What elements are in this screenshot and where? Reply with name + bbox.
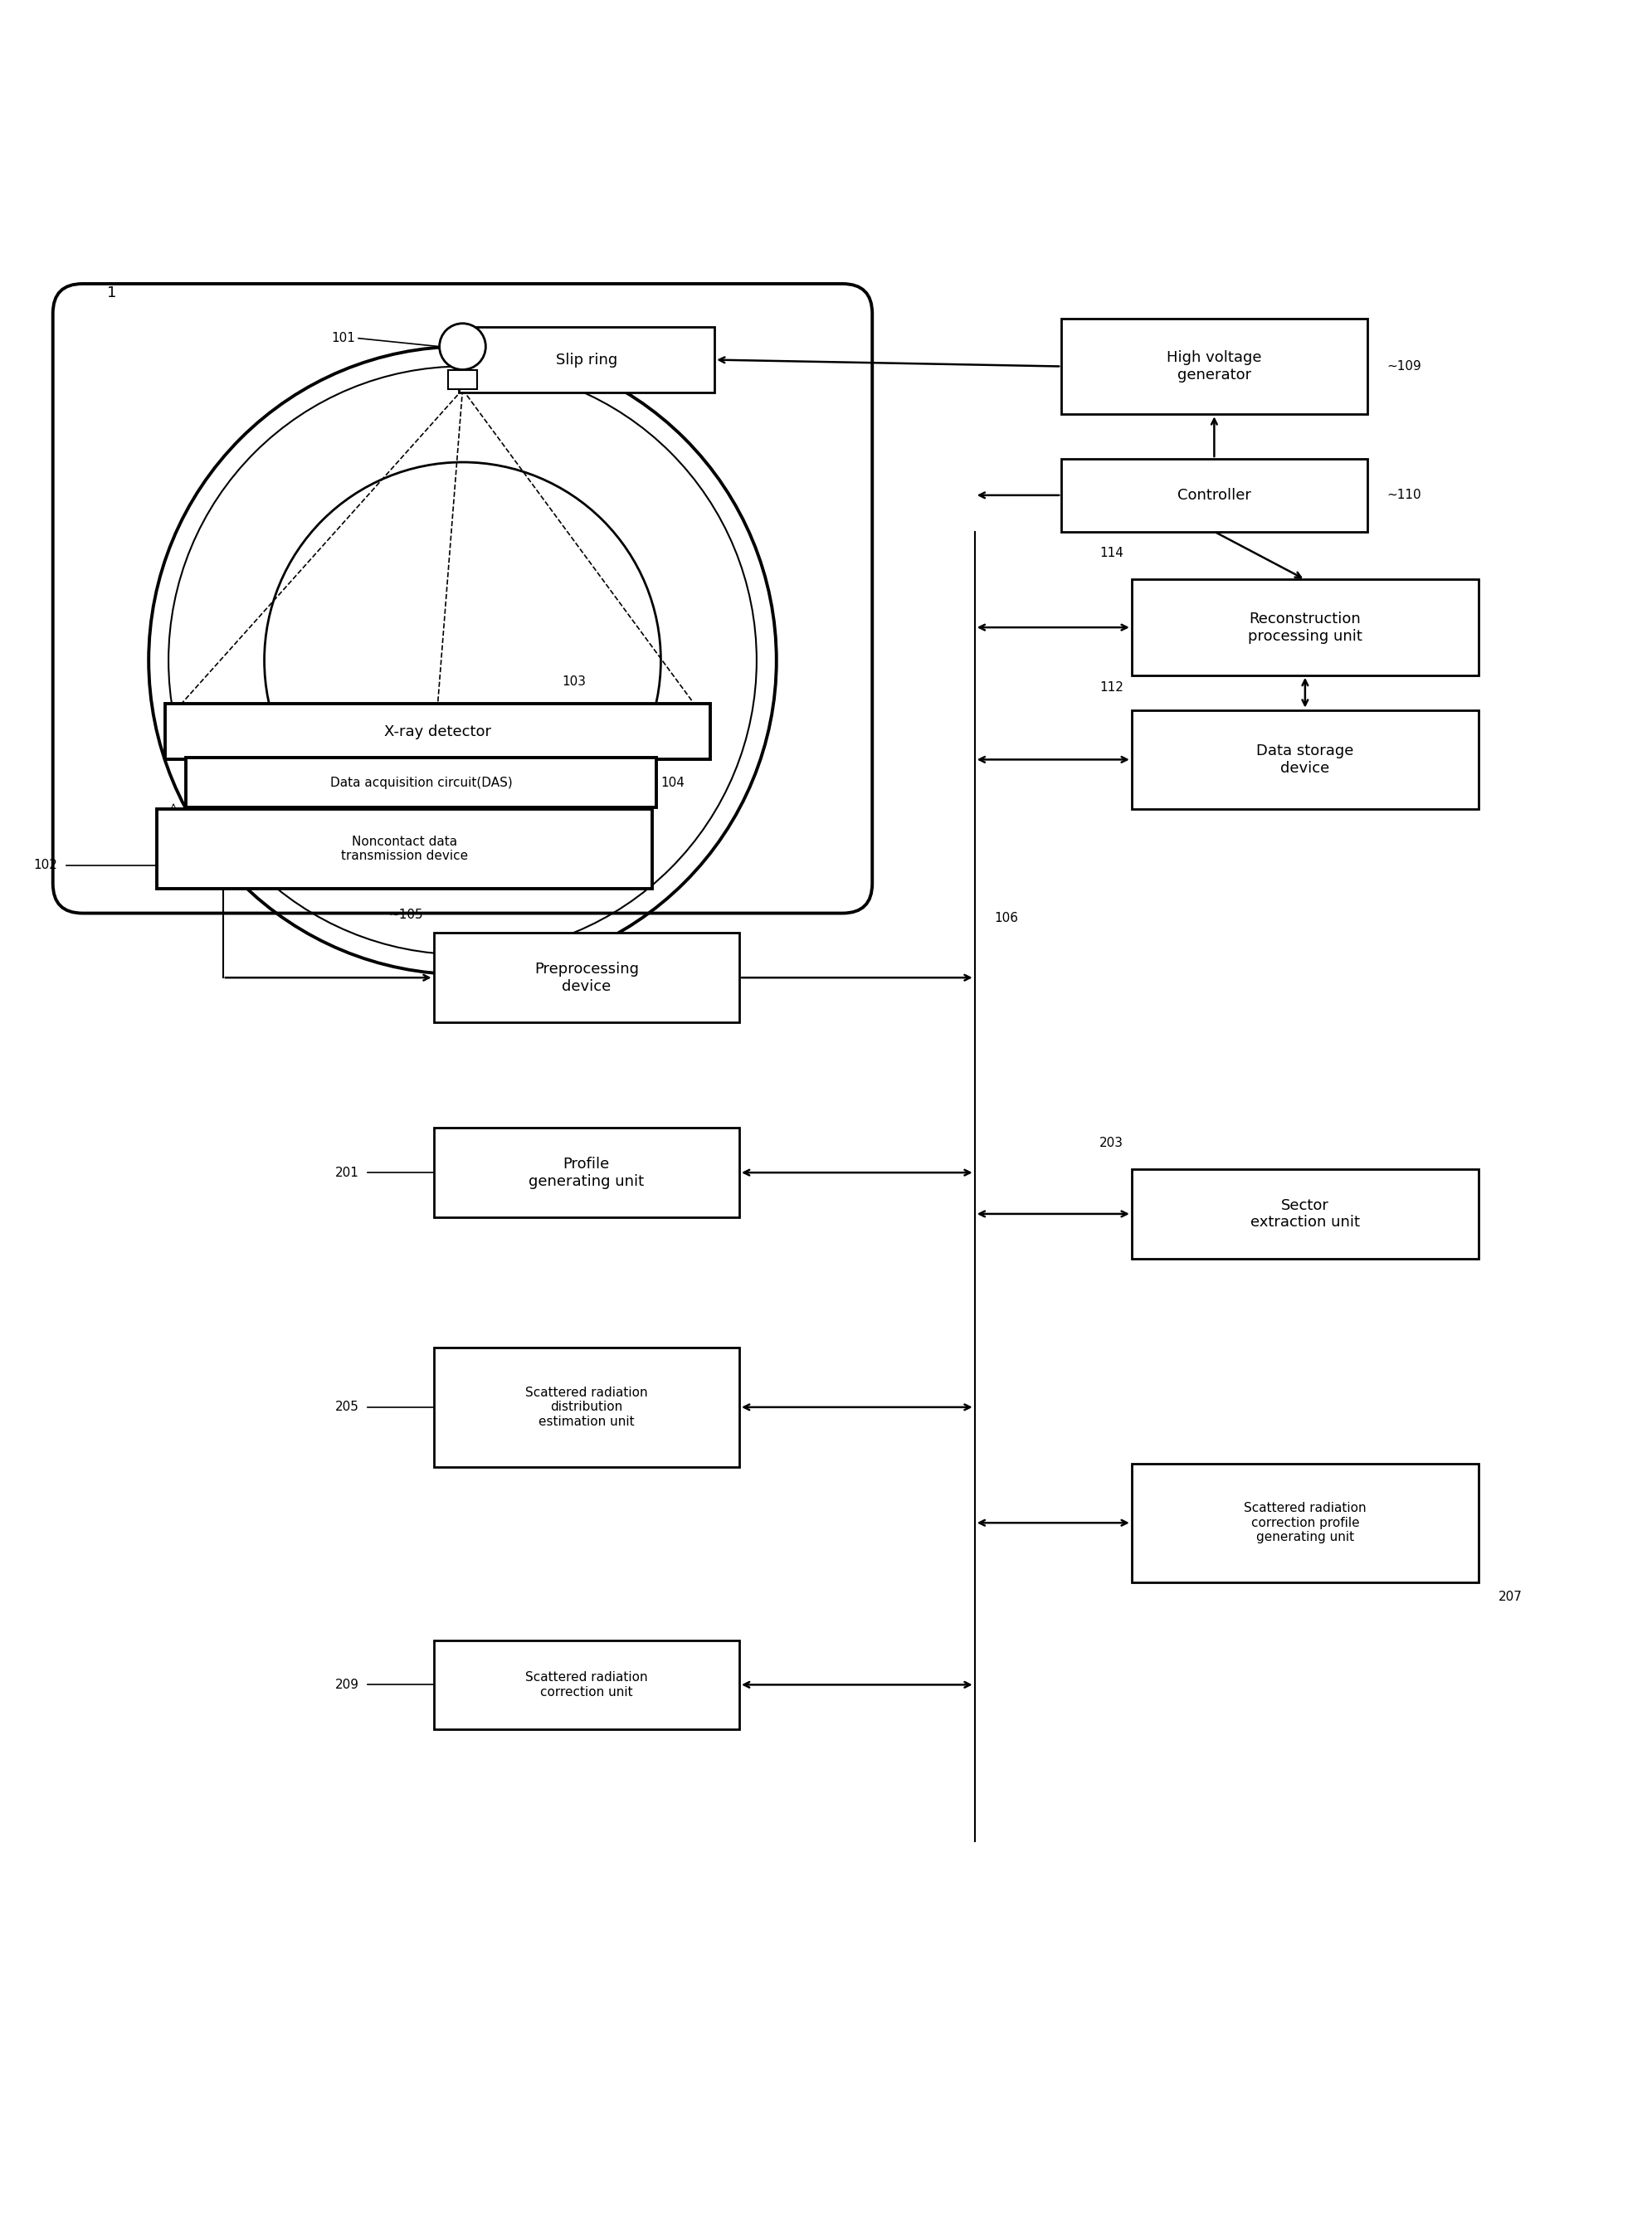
Text: 101: 101	[330, 332, 355, 345]
Text: 106: 106	[995, 912, 1019, 925]
Bar	[458, 328, 714, 392]
Text: Noncontact data
transmission device: Noncontact data transmission device	[342, 834, 468, 863]
Text: Slip ring: Slip ring	[555, 352, 618, 367]
Bar	[187, 757, 656, 808]
Bar	[433, 1129, 738, 1217]
Bar	[1061, 458, 1366, 531]
Text: Data storage
device: Data storage device	[1257, 744, 1353, 777]
Text: Preprocessing
device: Preprocessing device	[534, 960, 639, 994]
Text: Profile
generating unit: Profile generating unit	[529, 1157, 644, 1188]
Text: 1: 1	[107, 285, 117, 301]
Bar	[157, 810, 653, 887]
Bar	[433, 1348, 738, 1467]
Bar	[1132, 1168, 1479, 1259]
Text: 114: 114	[1099, 547, 1123, 560]
Text: 207: 207	[1498, 1591, 1523, 1602]
Text: Data acquisition circuit(DAS): Data acquisition circuit(DAS)	[330, 777, 512, 788]
Text: 205: 205	[335, 1401, 358, 1414]
Bar	[1132, 710, 1479, 810]
Text: ~105: ~105	[388, 907, 423, 921]
Bar	[433, 1640, 738, 1728]
Text: X-ray detector: X-ray detector	[385, 724, 491, 739]
Text: 203: 203	[1099, 1137, 1123, 1149]
Text: 102: 102	[33, 859, 58, 872]
Text: 112: 112	[1099, 682, 1123, 693]
Bar	[165, 704, 710, 759]
Bar	[1132, 580, 1479, 675]
Circle shape	[439, 323, 486, 370]
Text: 104: 104	[661, 777, 686, 788]
Bar	[1061, 319, 1366, 414]
Bar	[1132, 1463, 1479, 1582]
Text: Scattered radiation
distribution
estimation unit: Scattered radiation distribution estimat…	[525, 1388, 648, 1427]
Bar	[433, 934, 738, 1022]
Text: 201: 201	[335, 1166, 358, 1180]
Bar	[448, 370, 477, 389]
Text: ~110: ~110	[1388, 489, 1421, 502]
Text: 103: 103	[562, 675, 586, 688]
Text: Reconstruction
processing unit: Reconstruction processing unit	[1247, 611, 1363, 644]
Text: 209: 209	[335, 1677, 358, 1691]
Text: Controller: Controller	[1178, 487, 1251, 502]
Text: Scattered radiation
correction profile
generating unit: Scattered radiation correction profile g…	[1244, 1503, 1366, 1542]
Text: ~109: ~109	[1388, 361, 1421, 372]
Text: Sector
extraction unit: Sector extraction unit	[1251, 1197, 1360, 1230]
Text: Scattered radiation
correction unit: Scattered radiation correction unit	[525, 1671, 648, 1697]
FancyBboxPatch shape	[53, 283, 872, 914]
Text: High voltage
generator: High voltage generator	[1166, 350, 1262, 383]
